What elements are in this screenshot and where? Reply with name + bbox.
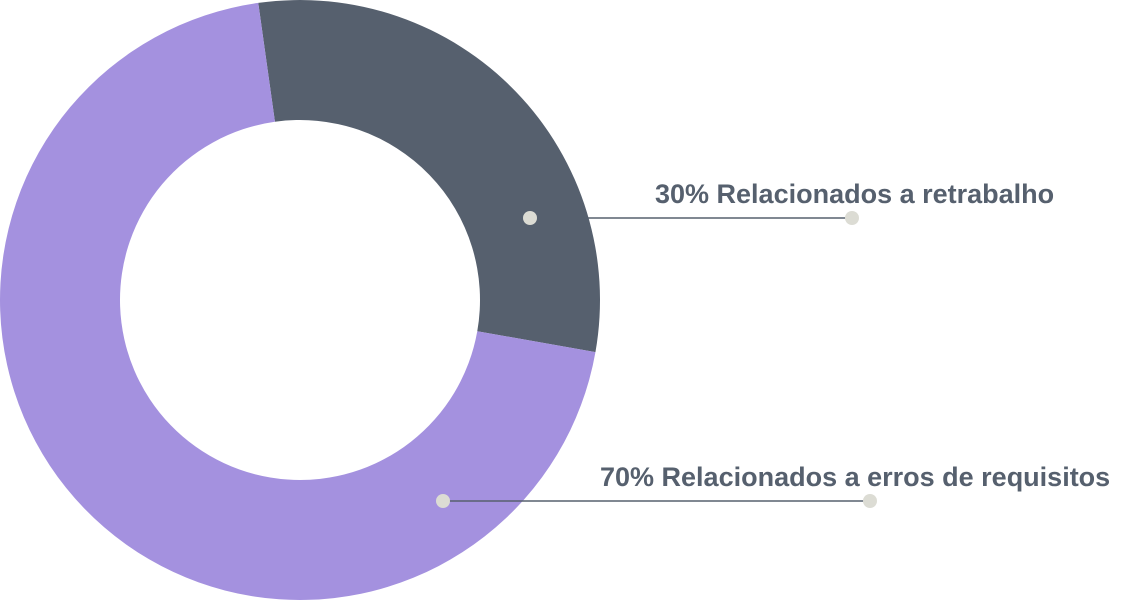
slice-label-2: 70% Relacionados a erros de requisitos: [600, 462, 1110, 492]
leader-dot-start-2: [436, 494, 450, 508]
leader-dot-end-1: [845, 211, 859, 225]
leader-dot-end-2: [863, 494, 877, 508]
donut-slice-1: [258, 0, 601, 353]
slice-label-1: 30% Relacionados a retrabalho: [655, 179, 1054, 209]
leader-dot-start-1: [523, 211, 537, 225]
donut-slice-2: [0, 2, 596, 600]
